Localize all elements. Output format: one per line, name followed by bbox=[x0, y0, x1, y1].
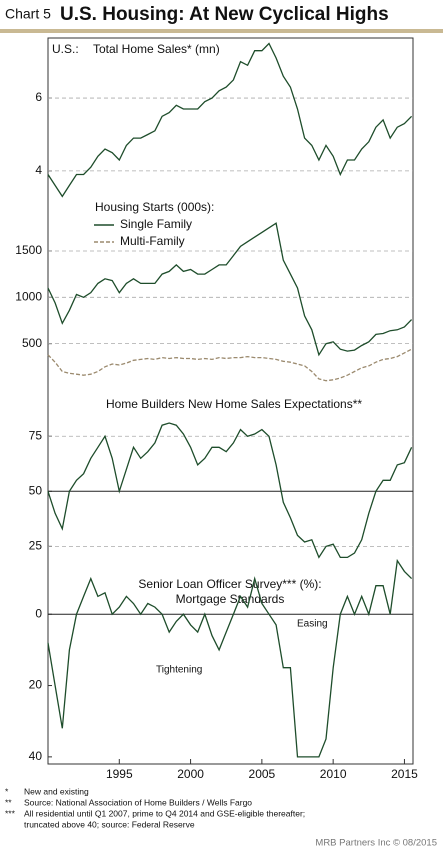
y-tick-label: 6 bbox=[35, 90, 42, 104]
footnote-text: Source: National Association of Home Bui… bbox=[24, 797, 252, 807]
y-tick-label: 4 bbox=[35, 163, 42, 177]
panel-subtitle: Mortgage Standards bbox=[176, 592, 285, 606]
panel-title: Home Builders New Home Sales Expectation… bbox=[106, 397, 362, 411]
y-tick-label: 1500 bbox=[15, 243, 42, 257]
y-tick-label: 25 bbox=[29, 539, 43, 553]
legend-label: Multi-Family bbox=[120, 234, 185, 248]
chart-label: Chart 5 bbox=[5, 6, 51, 22]
y-tick-label: 40 bbox=[29, 749, 43, 763]
x-tick-label: 1995 bbox=[106, 767, 133, 781]
footnote-text: truncated above 40; source: Federal Rese… bbox=[24, 819, 195, 829]
panel-title: Housing Starts (000s): bbox=[95, 200, 214, 214]
series-line bbox=[47, 558, 413, 758]
panel-label: U.S.: bbox=[52, 42, 79, 56]
series-line bbox=[47, 348, 412, 382]
x-tick-label: 2015 bbox=[391, 767, 418, 781]
y-tick-label: 0 bbox=[35, 606, 42, 620]
x-tick-label: 2005 bbox=[249, 767, 276, 781]
footnote-mark: *** bbox=[5, 808, 16, 818]
y-tick-label: 1000 bbox=[15, 289, 42, 303]
y-tick-label: 500 bbox=[22, 336, 42, 350]
panel-title: Senior Loan Officer Survey*** (%): bbox=[138, 577, 321, 591]
chart-title: U.S. Housing: At New Cyclical Highs bbox=[60, 4, 389, 25]
frame bbox=[47, 37, 414, 765]
annotation: Easing bbox=[297, 619, 328, 630]
y-tick-label: 75 bbox=[29, 428, 43, 442]
series-line bbox=[47, 222, 413, 357]
annotation: Tightening bbox=[156, 665, 202, 676]
footnote-mark: ** bbox=[5, 797, 12, 807]
series-line bbox=[47, 42, 413, 198]
title-rule bbox=[0, 29, 443, 33]
footnote-text: All residential until Q1 2007, prime to … bbox=[24, 808, 305, 818]
y-tick-label: 20 bbox=[29, 678, 43, 692]
x-tick-label: 2000 bbox=[177, 767, 204, 781]
x-tick-label: 2010 bbox=[320, 767, 347, 781]
footnote-mark: * bbox=[5, 786, 9, 796]
footnote-text: New and existing bbox=[24, 786, 89, 796]
credit: MRB Partners Inc © 08/2015 bbox=[315, 838, 437, 849]
y-tick-label: 50 bbox=[29, 483, 43, 497]
panel-title: Total Home Sales* (mn) bbox=[93, 42, 220, 56]
series-line bbox=[47, 422, 413, 559]
legend-label: Single Family bbox=[120, 217, 192, 231]
